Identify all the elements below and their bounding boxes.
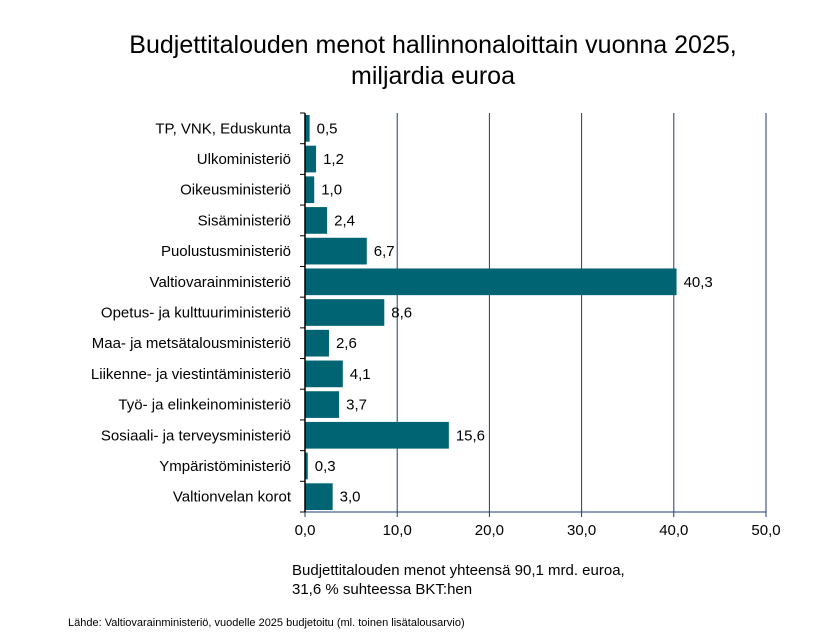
data-label: 2,4 — [334, 212, 355, 229]
chart-title: Budjettitalouden menot hallinnonaloittai… — [0, 30, 826, 92]
bar — [305, 145, 317, 173]
x-tick-label: 50,0 — [751, 522, 780, 539]
x-tick-label: 0,0 — [295, 522, 316, 539]
x-tick-label: 10,0 — [383, 522, 412, 539]
category-label: Liikenne- ja viestintäministeriö — [91, 366, 291, 383]
category-label: Ympäristöministeriö — [159, 458, 291, 475]
category-label: Valtiovarainministeriö — [150, 274, 291, 291]
data-label: 3,0 — [340, 489, 361, 506]
category-label: Maa- ja metsätalousministeriö — [92, 335, 291, 352]
bar — [305, 483, 333, 510]
title-line-1: Budjettitalouden menot hallinnonaloittai… — [129, 31, 737, 59]
category-label: Sisäministeriö — [198, 212, 291, 229]
data-label: 1,2 — [323, 151, 344, 168]
category-label: Ulkoministeriö — [197, 151, 291, 168]
category-label: Sosiaali- ja terveysministeriö — [101, 427, 291, 444]
bar — [305, 360, 343, 388]
bar — [305, 452, 308, 480]
bar — [305, 268, 677, 296]
data-label: 0,5 — [317, 120, 338, 137]
data-label: 6,7 — [374, 243, 395, 260]
bar — [305, 207, 328, 234]
x-tick-label: 40,0 — [659, 522, 688, 539]
category-label: Työ- ja elinkeinoministeriö — [118, 397, 291, 414]
note-line-2: 31,6 % suhteessa BKT:hen — [292, 581, 473, 598]
bar — [305, 391, 340, 418]
data-label: 4,1 — [350, 366, 371, 383]
category-label: Oikeusministeriö — [180, 182, 291, 199]
source-note: Lähde: Valtiovarainministeriö, vuodelle … — [68, 617, 465, 629]
data-label: 3,7 — [346, 397, 367, 414]
x-tick-label: 20,0 — [475, 522, 504, 539]
category-label: Valtionvelan korot — [173, 489, 292, 506]
note-line-1: Budjettitalouden menot yhteensä 90,1 mrd… — [292, 562, 625, 579]
total-note: Budjettitalouden menot yhteensä 90,1 mrd… — [292, 561, 625, 599]
data-label: 0,3 — [315, 458, 336, 475]
data-label: 8,6 — [391, 305, 412, 322]
bar — [305, 115, 310, 142]
title-line-2: miljardia euroa — [351, 62, 515, 90]
bar — [305, 237, 367, 265]
bar — [305, 299, 385, 326]
data-label: 2,6 — [336, 335, 357, 352]
bar — [305, 421, 449, 449]
bar — [305, 329, 329, 357]
data-label: 15,6 — [456, 427, 485, 444]
x-tick-label: 30,0 — [567, 522, 596, 539]
category-label: TP, VNK, Eduskunta — [155, 120, 291, 137]
category-label: Opetus- ja kulttuuriministeriö — [101, 305, 291, 322]
category-label: Puolustusministeriö — [161, 243, 291, 260]
data-label: 40,3 — [684, 274, 713, 291]
data-label: 1,0 — [321, 182, 342, 199]
bar — [305, 176, 315, 204]
